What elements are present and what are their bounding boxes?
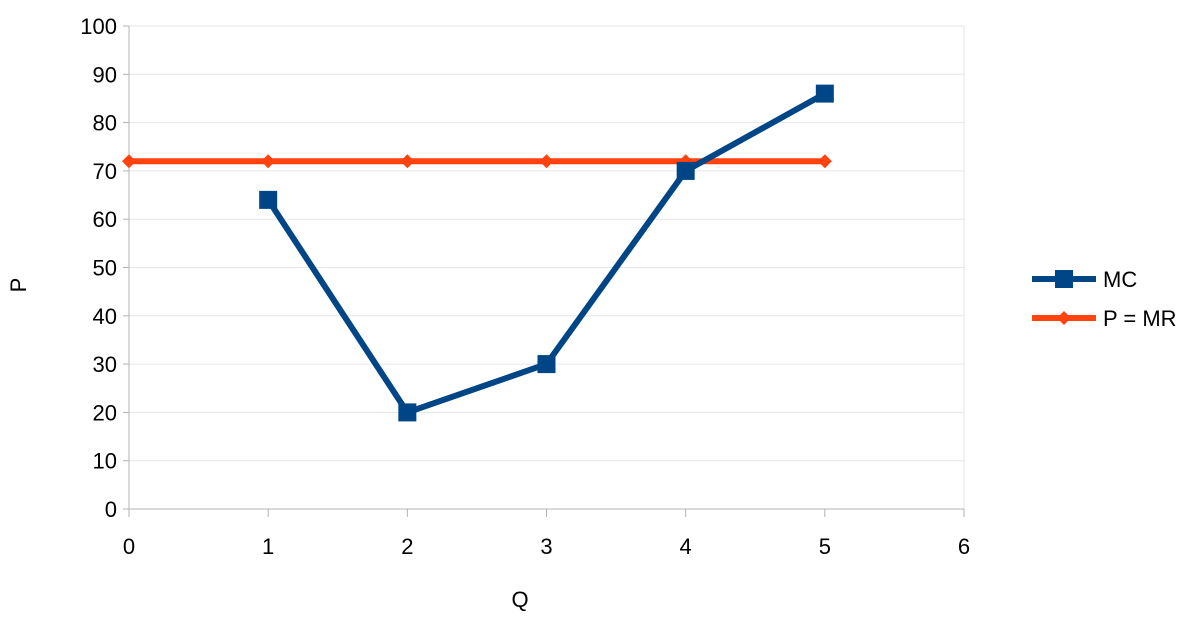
legend-item: MC (1032, 267, 1137, 292)
x-axis-title: Q (511, 587, 528, 612)
gridlines (129, 25, 965, 509)
x-tick-label: 1 (262, 534, 274, 559)
y-tick-label: 30 (93, 352, 117, 377)
data-point (398, 403, 417, 422)
y-tick-label: 10 (93, 449, 117, 474)
data-point (122, 154, 136, 169)
data-point (400, 154, 415, 169)
data-point (537, 355, 556, 374)
y-tick-label: 100 (80, 14, 117, 39)
y-axis-ticks: 0 10 20 30 40 50 60 70 80 90 100 (80, 14, 129, 522)
y-tick-label: 40 (93, 304, 117, 329)
legend-item: P = MR (1032, 306, 1177, 331)
data-point (539, 154, 554, 169)
y-tick-label: 20 (93, 400, 117, 425)
series-mc (259, 84, 834, 422)
x-axis-ticks: 0 1 2 3 4 5 6 (123, 509, 970, 559)
x-tick-label: 3 (540, 534, 552, 559)
y-tick-label: 90 (93, 62, 117, 87)
x-tick-label: 2 (401, 534, 413, 559)
legend: MC P = MR (1032, 267, 1177, 331)
legend-label: MC (1103, 267, 1137, 292)
data-point (676, 161, 695, 180)
x-tick-label: 0 (123, 534, 135, 559)
x-tick-label: 4 (680, 534, 692, 559)
y-tick-label: 80 (93, 111, 117, 136)
y-tick-label: 70 (93, 159, 117, 184)
y-tick-label: 60 (93, 207, 117, 232)
data-point (259, 190, 278, 209)
legend-marker (1055, 270, 1073, 288)
data-point (815, 84, 834, 103)
legend-marker (1057, 311, 1071, 325)
series-layer (122, 84, 834, 422)
legend-label: P = MR (1103, 306, 1177, 331)
y-tick-label: 0 (105, 497, 117, 522)
y-tick-label: 50 (93, 256, 117, 281)
data-point (817, 154, 832, 169)
x-tick-label: 5 (819, 534, 831, 559)
y-axis-title: P (6, 278, 31, 293)
data-point (261, 154, 276, 169)
x-tick-label: 6 (958, 534, 970, 559)
series-p-mr (122, 154, 832, 169)
